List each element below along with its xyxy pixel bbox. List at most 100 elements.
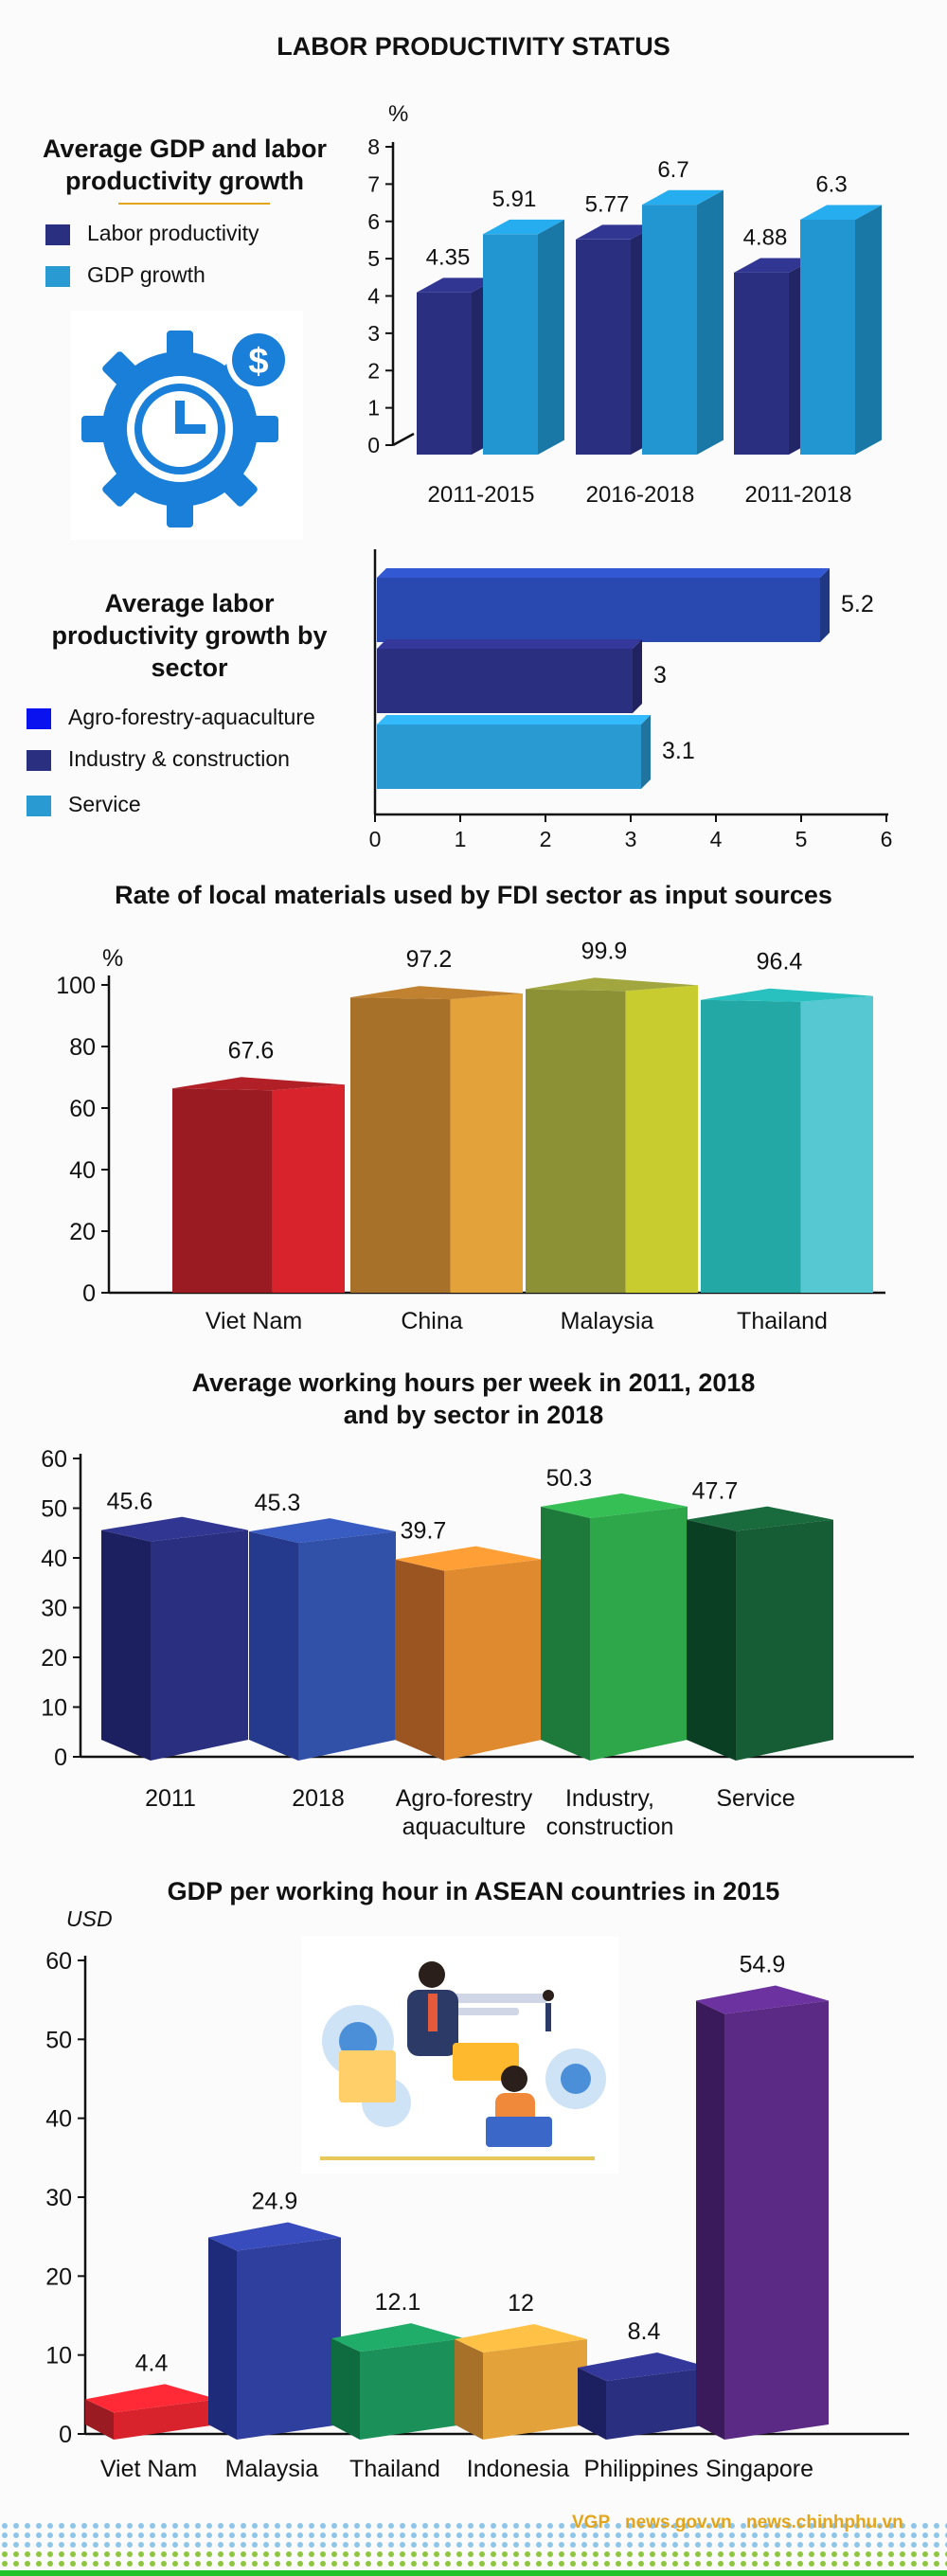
y-tick-label: 0 — [367, 433, 380, 457]
y-tick-label: 40 — [69, 1157, 96, 1184]
x-tick-label: Indonesia — [467, 2456, 570, 2482]
bar — [331, 2323, 464, 2440]
data-label: 5.77 — [585, 191, 630, 217]
x-tick-label: Malaysia — [225, 2456, 319, 2482]
bar — [578, 2352, 710, 2440]
data-label: 24.9 — [252, 2189, 298, 2215]
chart4-title: Average working hours per week in 2011, … — [0, 1367, 947, 1431]
legend-item-labor-productivity: Labor productivity — [45, 212, 259, 254]
x-tick-label: Thailand — [737, 1308, 828, 1334]
legend-swatch — [45, 265, 70, 287]
data-label: 45.3 — [255, 1490, 301, 1516]
x-tick-label: 3 — [625, 827, 637, 851]
data-label: 45.6 — [107, 1489, 153, 1515]
data-label: 6.3 — [815, 172, 847, 198]
x-tick-label: 2011-2015 — [428, 482, 535, 508]
legend-label: Service — [68, 792, 141, 816]
y-axis-unit: USD — [66, 1906, 113, 1931]
clock-dollar-gear-icon: $ — [71, 311, 303, 540]
bar — [701, 988, 873, 1293]
legend-item-industry: Industry & construction — [27, 738, 315, 779]
data-label: 8.4 — [628, 2318, 661, 2345]
footer-link-chinhphu[interactable]: news.chinhphu.vn — [746, 2513, 903, 2532]
legend-item-service: Service — [27, 783, 315, 825]
hbar — [377, 568, 830, 642]
y-tick-label: 2 — [367, 358, 380, 383]
y-tick-label: 40 — [41, 1546, 67, 1572]
legend-item-agro: Agro-forestry-aquaculture — [27, 696, 315, 738]
x-tick-label: Industry, — [565, 1785, 654, 1812]
y-axis-unit: % — [102, 945, 123, 972]
legend-swatch — [27, 795, 51, 816]
data-label: 99.9 — [581, 938, 628, 964]
x-tick-label: Philippines — [584, 2456, 699, 2482]
chart2-title: Average labor productivity growth by sec… — [51, 589, 328, 682]
y-tick-label: 5 — [367, 246, 380, 271]
legend-label: GDP growth — [87, 262, 205, 287]
y-tick-label: 80 — [69, 1034, 96, 1061]
x-tick-label: construction — [546, 1814, 674, 1840]
bar — [208, 2222, 341, 2440]
x-tick-label: Service — [716, 1785, 795, 1812]
x-tick-label: 2016-2018 — [586, 482, 695, 508]
svg-text:$: $ — [248, 342, 268, 382]
y-tick-label: 60 — [45, 1948, 72, 1975]
x-tick-label: Thailand — [349, 2456, 440, 2482]
x-tick-label: Viet Nam — [205, 1308, 302, 1334]
bar-gdp — [483, 219, 564, 455]
y-tick-label: 30 — [45, 2185, 72, 2211]
chart3-title: Rate of local materials used by FDI sect… — [115, 881, 832, 909]
x-tick-label: China — [401, 1308, 462, 1334]
legend-swatch — [27, 707, 51, 729]
y-tick-label: 0 — [54, 1744, 67, 1771]
x-tick-label: 2 — [540, 827, 552, 851]
bar — [455, 2324, 587, 2440]
y-tick-label: 50 — [41, 1496, 67, 1523]
chart4-title-line1: Average working hours per week in 2011, … — [191, 1368, 756, 1397]
y-tick-label: 7 — [367, 171, 380, 196]
y-tick-label: 60 — [69, 1096, 96, 1122]
bar — [249, 1518, 396, 1761]
y-tick-label: 4 — [367, 284, 380, 309]
data-label: 47.7 — [692, 1478, 739, 1505]
x-tick-label: 6 — [881, 827, 893, 851]
y-tick-label: 6 — [367, 209, 380, 234]
footer-link-news-gov[interactable]: news.gov.vn — [625, 2513, 732, 2532]
y-tick-label: 60 — [41, 1446, 67, 1473]
y-tick-label: 0 — [59, 2422, 72, 2448]
chart3-plot: 0 20 40 60 80 100% 67.6 Viet Nam 97.2 China 99.9 Ma… — [57, 938, 885, 1334]
bar — [101, 1516, 248, 1761]
bar — [85, 2384, 218, 2440]
bar — [687, 1506, 833, 1761]
data-label: 3.1 — [662, 738, 695, 764]
bar — [541, 1493, 688, 1761]
data-label: 5.2 — [841, 591, 874, 617]
y-tick-label: 20 — [69, 1219, 96, 1245]
x-tick-label: Singapore — [706, 2456, 813, 2482]
x-tick-label: 0 — [369, 827, 382, 851]
footer-dots — [0, 2521, 947, 2576]
title-underline — [118, 203, 270, 205]
y-tick-label: 100 — [57, 973, 96, 999]
legend-swatch — [27, 749, 51, 771]
legend-label: Industry & construction — [68, 746, 290, 771]
data-label: 67.6 — [228, 1037, 275, 1064]
y-tick-label: 3 — [367, 321, 380, 346]
legend-item-gdp-growth: GDP growth — [45, 254, 259, 295]
x-tick-label: 4 — [710, 827, 723, 851]
data-label: 39.7 — [401, 1518, 447, 1545]
bar — [172, 1077, 345, 1293]
y-tick-label: 8 — [367, 134, 380, 159]
data-label: 6.7 — [657, 157, 688, 183]
chart1-legend: Labor productivity GDP growth — [45, 212, 259, 295]
x-tick-label: Agro-forestry — [396, 1785, 533, 1812]
hbar — [377, 639, 642, 713]
data-label: 50.3 — [546, 1465, 593, 1492]
data-label: 12 — [508, 2290, 534, 2317]
x-tick-label: 1 — [455, 827, 467, 851]
y-tick-label: 1 — [367, 396, 380, 420]
x-tick-label: aquaculture — [402, 1814, 527, 1840]
chart2-plot: 0 1 2 3 4 5 6 5.2 3 3.1 — [369, 549, 893, 851]
x-tick-label: Viet Nam — [100, 2456, 197, 2482]
data-label: 3 — [653, 662, 667, 689]
